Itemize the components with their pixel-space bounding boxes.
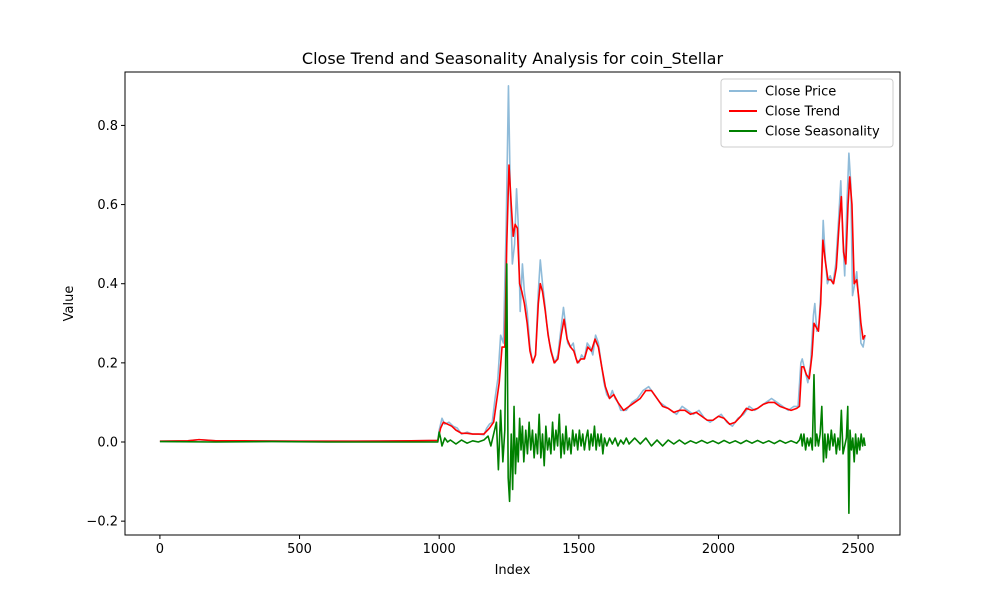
series-line-1: [159, 164, 866, 443]
x-axis-title: Index: [495, 563, 531, 578]
y-tick-label: 0.8: [97, 119, 118, 134]
y-tick-label: 0.4: [97, 277, 118, 292]
legend-label-1: Close Trend: [765, 105, 840, 120]
series-line-0: [159, 85, 866, 443]
series-line-2: [159, 263, 866, 515]
x-axis: 0 500 1000 1500 2000 2500: [156, 535, 875, 557]
chart-title: Close Trend and Seasonality Analysis for…: [302, 49, 724, 69]
x-tick-label: 1000: [423, 542, 456, 557]
y-axis-title: Value: [62, 286, 77, 322]
legend: Close Price Close Trend Close Seasonality: [720, 78, 894, 148]
x-tick-label: 2000: [702, 542, 735, 557]
y-tick-label: 0.2: [97, 356, 118, 371]
plot-frame: [124, 71, 901, 536]
x-tick-label: 0: [156, 542, 164, 557]
x-tick-label: 1500: [562, 542, 595, 557]
y-tick-label: 0.6: [97, 198, 118, 213]
y-tick-label: 0.0: [97, 436, 118, 451]
series-layer: [159, 85, 866, 515]
x-tick-label: 2500: [842, 542, 875, 557]
legend-label-0: Close Price: [765, 85, 836, 100]
y-tick-label: −0.2: [86, 515, 118, 530]
legend-box: [720, 78, 894, 148]
y-axis: −0.2 0.0 0.2 0.4 0.6 0.8: [86, 119, 125, 530]
x-tick-label: 500: [287, 542, 312, 557]
legend-label-2: Close Seasonality: [765, 125, 880, 140]
